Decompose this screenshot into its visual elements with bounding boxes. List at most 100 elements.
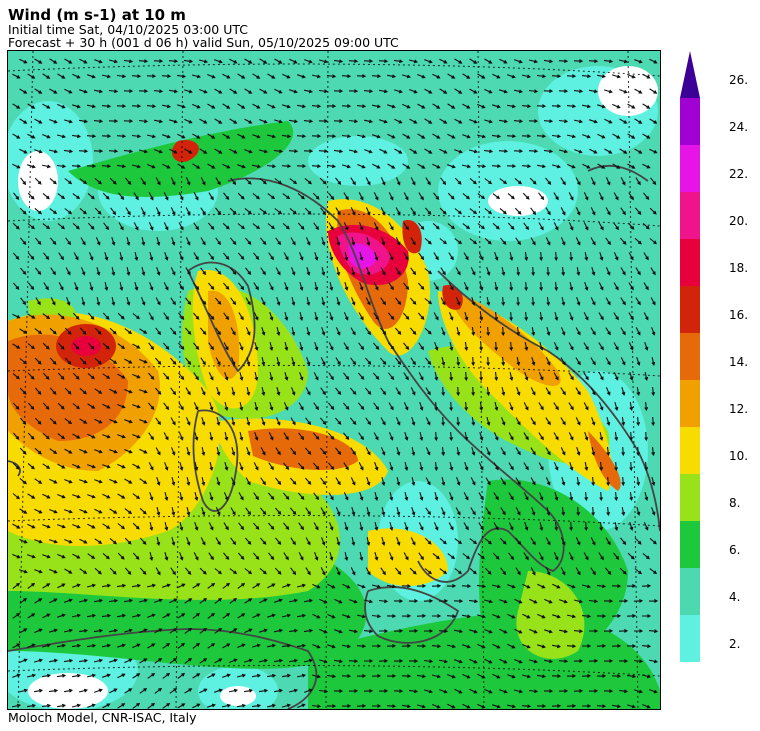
wind-arrow [222,582,231,589]
wind-arrow [87,372,95,380]
wind-arrow [545,357,551,366]
wind-arrow [551,674,562,678]
wind-arrow [448,252,454,261]
wind-arrow [629,522,634,531]
wind-arrow [86,164,97,168]
wind-arrow [245,297,251,306]
wind-arrow [539,281,544,292]
wind-arrow [536,74,547,79]
wind-arrow [635,267,641,276]
wind-arrow [223,552,230,560]
wind-arrow [507,222,515,230]
wind-arrow [94,177,102,185]
wind-arrow [418,552,424,561]
wind-arrow [199,627,208,634]
wind-arrow [553,552,559,561]
wind-arrow [528,119,539,123]
wind-arrow [627,73,636,79]
wind-arrow [649,568,658,575]
wind-arrow [19,58,28,64]
wind-arrow [560,237,566,246]
wind-arrow [86,104,96,109]
wind-arrow [290,447,297,456]
wind-arrow [34,357,42,365]
wind-arrow [303,89,314,94]
wind-arrow [306,357,311,366]
wind-arrow [590,567,596,576]
wind-arrow [72,553,81,559]
wind-arrow [605,387,611,396]
wind-arrow [162,134,171,139]
wind-arrow [573,629,584,634]
wind-arrow [395,267,401,276]
wind-arrow [371,74,382,79]
wind-arrow [333,149,344,154]
wind-arrow [447,73,456,79]
wind-arrow [124,177,132,185]
wind-arrow [551,74,562,79]
wind-arrow [424,629,434,633]
wind-arrow [501,356,506,367]
wind-arrow [164,491,169,502]
wind-arrow [244,177,252,185]
wind-arrow [27,343,35,350]
wind-arrow [635,327,641,336]
wind-arrow [321,237,326,246]
wind-arrow [388,552,394,561]
wind-arrow [49,539,58,544]
wind-arrow [283,402,289,411]
wind-arrow [574,149,583,154]
wind-arrow [359,282,364,291]
wind-arrow [633,659,644,664]
wind-arrow [20,297,27,306]
wind-arrow [401,644,412,648]
wind-arrow [185,417,191,426]
wind-arrow [584,521,589,532]
wind-arrow [477,552,485,560]
wind-arrow [147,163,156,169]
wind-arrow [72,104,81,109]
wind-arrow [228,688,239,693]
wind-arrow [207,643,216,649]
wind-arrow [447,164,456,169]
wind-arrow [148,462,154,471]
wind-arrow [629,461,634,472]
wind-arrow [154,658,163,664]
wind-arrow [470,267,476,276]
wind-arrow [343,312,349,321]
wind-arrow [259,88,268,94]
wind-arrow [178,432,184,441]
wind-arrow [469,58,478,64]
wind-arrow [319,628,328,634]
wind-arrow [282,673,291,678]
wind-arrow [635,297,641,306]
wind-arrow [164,462,169,471]
wind-arrow [612,103,621,109]
wind-arrow [409,118,418,124]
wind-arrow [619,567,627,575]
wind-arrow [447,553,456,560]
wind-arrow [568,222,574,231]
wind-arrow [514,598,523,604]
wind-arrow [81,296,86,307]
wind-arrow [57,433,66,440]
wind-arrow [388,222,394,231]
wind-arrow [509,371,514,382]
wind-arrow [484,237,492,245]
wind-arrow [177,74,187,79]
wind-arrow [290,387,296,396]
colorbar-segment [680,145,700,192]
wind-arrow [139,628,148,634]
wind-arrow [304,688,313,693]
wind-arrow [164,521,169,532]
wind-arrow [433,252,439,261]
wind-arrow [283,252,289,261]
wind-arrow [401,674,412,678]
wind-arrow [64,448,73,454]
colorbar-segment [680,333,700,380]
wind-arrow [468,599,479,604]
wind-arrow [363,59,374,63]
wind-arrow [102,583,111,588]
wind-arrow [186,447,191,456]
wind-arrow [568,192,574,201]
